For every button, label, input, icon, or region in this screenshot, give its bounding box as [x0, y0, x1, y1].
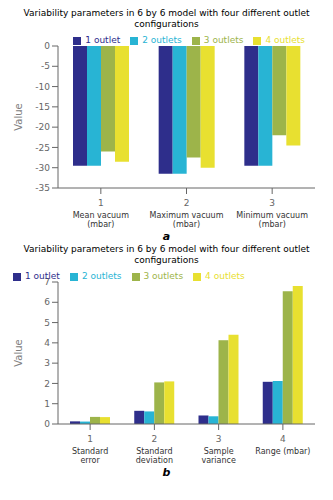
svg-text:1: 1: [44, 399, 50, 409]
svg-text:3: 3: [269, 198, 275, 208]
svg-text:7: 7: [44, 277, 50, 287]
svg-text:-35: -35: [35, 183, 50, 193]
svg-text:Range (mbar): Range (mbar): [255, 447, 310, 456]
svg-text:deviation: deviation: [136, 456, 173, 465]
svg-text:(mbar): (mbar): [259, 220, 286, 229]
svg-text:error: error: [80, 456, 100, 465]
svg-text:Value: Value: [13, 339, 24, 366]
svg-text:-30: -30: [35, 163, 50, 173]
svg-text:variance: variance: [201, 456, 236, 465]
svg-text:4: 4: [44, 338, 50, 348]
svg-text:1: 1: [98, 198, 104, 208]
svg-text:-25: -25: [35, 143, 50, 153]
svg-text:-15: -15: [35, 102, 50, 112]
svg-text:2: 2: [184, 198, 190, 208]
svg-text:3: 3: [44, 358, 50, 368]
svg-text:-10: -10: [35, 82, 50, 92]
svg-text:2: 2: [44, 379, 50, 389]
svg-text:Minimum vacuum: Minimum vacuum: [236, 211, 308, 220]
svg-text:3: 3: [216, 434, 222, 444]
svg-text:(mbar): (mbar): [87, 220, 114, 229]
svg-text:2: 2: [152, 434, 158, 444]
svg-text:6: 6: [44, 297, 50, 307]
svg-text:Value: Value: [13, 103, 24, 130]
svg-text:Maximum vacuum: Maximum vacuum: [150, 211, 224, 220]
svg-text:5: 5: [44, 318, 50, 328]
svg-text:Mean vacuum: Mean vacuum: [73, 211, 130, 220]
svg-text:Standard: Standard: [136, 447, 172, 456]
svg-text:0: 0: [44, 419, 50, 429]
svg-text:Sample: Sample: [204, 447, 234, 456]
svg-text:4: 4: [280, 434, 286, 444]
svg-text:1: 1: [87, 434, 93, 444]
svg-text:(mbar): (mbar): [173, 220, 200, 229]
svg-text:Standard: Standard: [72, 447, 108, 456]
svg-text:-20: -20: [35, 122, 50, 132]
svg-text:0: 0: [44, 41, 50, 51]
svg-text:-5: -5: [41, 61, 50, 71]
